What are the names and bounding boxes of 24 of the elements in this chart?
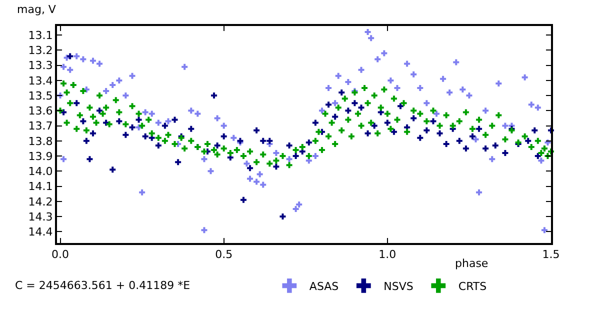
legend-label: ASAS bbox=[309, 280, 339, 293]
y-tick-label: 14.3 bbox=[28, 210, 53, 224]
y-tick-label: 13.8 bbox=[28, 134, 53, 148]
x-axis-title: phase bbox=[455, 257, 488, 270]
y-tick-label: 13.5 bbox=[28, 89, 53, 102]
legend-label: NSVS bbox=[384, 280, 414, 293]
y-axis-title: mag, V bbox=[17, 3, 56, 16]
y-tick-label: 13.3 bbox=[28, 59, 53, 72]
x-tick-label: 1.0 bbox=[378, 248, 396, 262]
text: C = 2454663.561 + 0.41189 *E bbox=[15, 279, 190, 292]
y-tick-label: 13.6 bbox=[28, 104, 53, 118]
x-tick-label: 1.5 bbox=[542, 248, 560, 262]
y-tick-label: 13.2 bbox=[28, 44, 53, 58]
y-tick-label: 13.7 bbox=[28, 120, 53, 133]
y-tick-label: 13.1 bbox=[28, 28, 53, 42]
legend-label: CRTS bbox=[458, 280, 487, 293]
y-tick-label: 14.0 bbox=[28, 165, 53, 178]
x-tick-label: 0.0 bbox=[52, 248, 70, 262]
y-tick-label: 14.4 bbox=[28, 226, 53, 239]
y-tick-label: 14.1 bbox=[28, 180, 53, 194]
y-tick-label: 14.2 bbox=[28, 195, 53, 208]
y-tick-label: 13.9 bbox=[28, 150, 53, 163]
x-tick-label: 0.5 bbox=[215, 248, 233, 262]
y-tick-label: 13.4 bbox=[28, 74, 53, 88]
